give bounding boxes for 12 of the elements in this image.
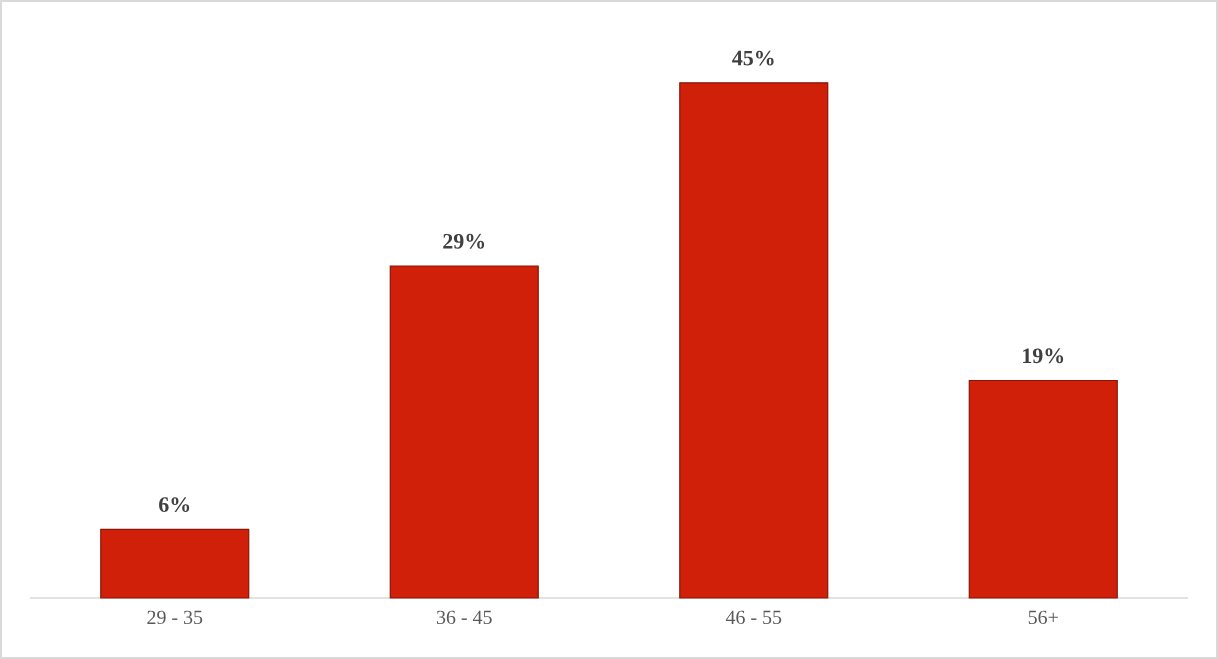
x-tick-label: 36 - 45 <box>436 610 492 625</box>
data-label: 19% <box>1023 348 1064 364</box>
bar <box>100 528 250 599</box>
data-label: 29% <box>443 233 485 249</box>
bar <box>679 82 829 599</box>
data-label: 6% <box>159 497 190 513</box>
x-tick-label: 46 - 55 <box>725 610 782 625</box>
x-tick-label: 29 - 35 <box>147 610 203 625</box>
bar <box>389 265 539 599</box>
bar <box>968 379 1118 599</box>
x-tick-label: 56+ <box>1028 610 1058 625</box>
data-label: 45% <box>732 50 774 66</box>
